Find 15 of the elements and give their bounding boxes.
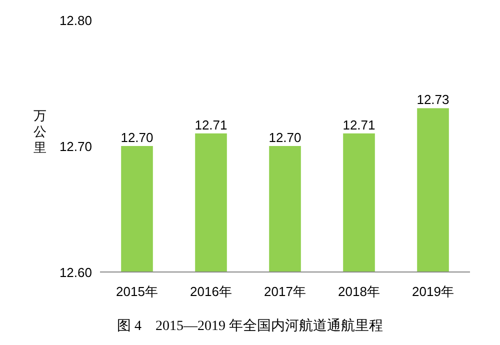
y-tick-label: 12.80 xyxy=(59,13,92,28)
x-tick-label: 2019年 xyxy=(412,284,454,299)
data-label: 12.71 xyxy=(194,117,228,132)
text: 图 4 2015—2019 年全国内河航道通航里程 xyxy=(117,318,383,334)
y-tick-label: 12.70 xyxy=(59,139,92,154)
data-label: 12.70 xyxy=(268,130,302,145)
data-label: 12.71 xyxy=(342,117,376,132)
x-tick-label: 2017年 xyxy=(264,284,306,299)
x-tick-label: 2015年 xyxy=(116,284,158,299)
x-tick-label: 2018年 xyxy=(338,284,380,299)
x-tick-label: 2016年 xyxy=(190,284,232,299)
data-label: 12.73 xyxy=(416,92,450,108)
y-axis-title: 万公里 xyxy=(34,108,46,155)
data-label: 12.70 xyxy=(120,130,154,145)
y-tick-label: 12.60 xyxy=(59,265,92,280)
